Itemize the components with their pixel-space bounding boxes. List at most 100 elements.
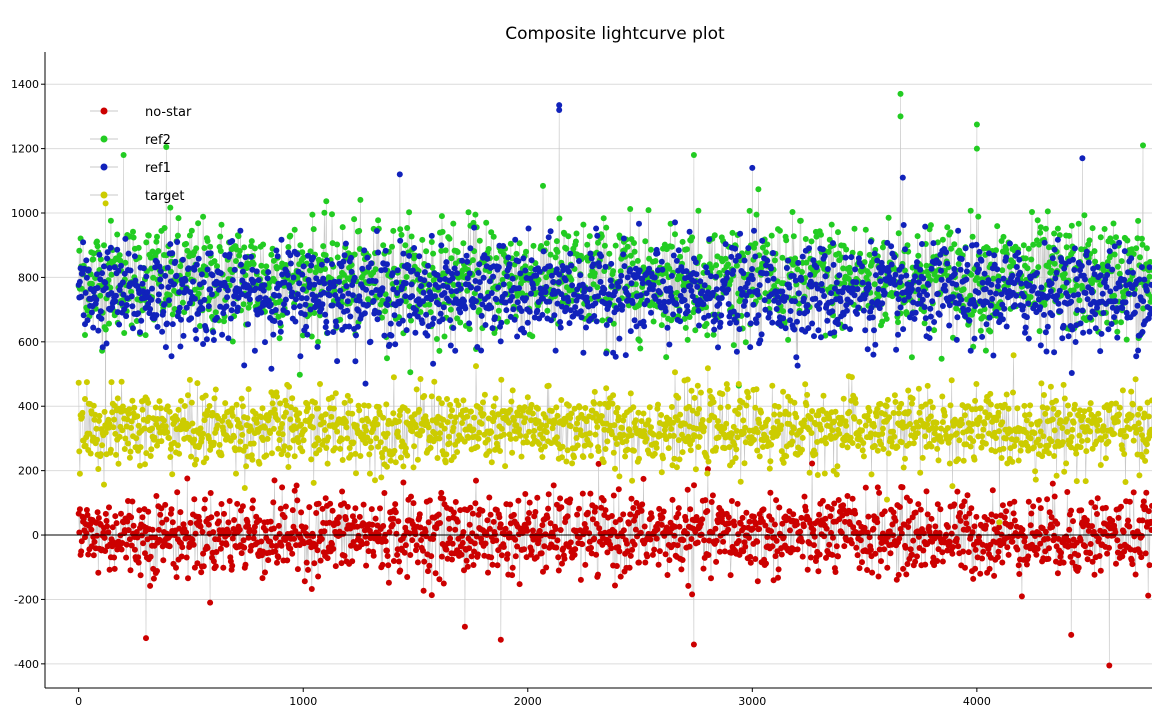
data-point-ref2 [568, 276, 575, 283]
data-point-ref2 [1120, 293, 1127, 300]
data-point-ref2 [1075, 220, 1082, 227]
data-point-ref1 [1134, 302, 1141, 309]
data-point-ref1 [565, 268, 572, 275]
data-point-ref2 [580, 221, 587, 228]
data-point-no-star [866, 534, 873, 541]
data-point-no-star [191, 496, 198, 503]
data-point-no-star [112, 513, 119, 520]
data-point-no-star [449, 556, 455, 563]
data-point-no-star [100, 529, 107, 536]
data-point-ref1 [641, 323, 648, 330]
data-point-ref1 [643, 290, 650, 297]
data-point-ref2 [563, 245, 570, 252]
data-point-no-star [133, 529, 140, 535]
data-point-no-star [272, 548, 279, 555]
data-point-ref1 [1125, 290, 1132, 297]
data-point-ref1 [770, 250, 776, 256]
data-point-ref2 [785, 336, 792, 343]
data-point-ref2 [914, 233, 921, 240]
data-point-ref2 [1107, 235, 1114, 242]
data-point-ref1 [416, 253, 423, 260]
data-point-ref1 [615, 283, 622, 290]
data-point-ref1 [639, 280, 646, 287]
data-point-ref1 [542, 289, 549, 296]
data-point-ref1 [131, 253, 138, 260]
data-point-no-star [816, 511, 823, 518]
data-point-ref1 [346, 323, 353, 330]
data-point-ref1 [870, 351, 877, 358]
data-point-no-star [522, 491, 529, 497]
data-point-ref1 [539, 311, 546, 318]
data-point-ref1 [1022, 324, 1029, 331]
data-point-ref1 [517, 270, 524, 277]
data-point-ref1 [915, 286, 922, 293]
data-point-ref1 [985, 277, 992, 284]
data-point-no-star [904, 561, 911, 567]
data-point-ref2 [530, 242, 537, 249]
data-point-ref2 [97, 292, 104, 299]
data-point-ref1 [804, 302, 811, 309]
data-point-ref1 [457, 309, 464, 316]
data-point-ref2 [666, 265, 673, 272]
data-point-no-star [892, 517, 899, 524]
data-point-ref1 [403, 327, 410, 334]
data-point-ref2 [661, 241, 668, 248]
data-point-no-star [214, 510, 220, 517]
data-point-ref1 [201, 296, 208, 303]
data-point-ref1 [79, 270, 86, 277]
data-point-ref1 [1111, 314, 1118, 321]
data-point-ref1 [424, 332, 431, 339]
data-point-ref1 [1057, 308, 1064, 315]
data-point-ref2 [931, 327, 938, 334]
data-point-ref2 [1000, 233, 1007, 240]
data-point-ref1 [816, 300, 823, 306]
data-point-ref2 [768, 232, 775, 239]
data-point-ref2 [652, 258, 659, 264]
data-point-ref2 [690, 152, 697, 158]
data-point-ref1 [155, 291, 162, 298]
data-point-ref1 [471, 224, 478, 231]
data-point-ref1 [1044, 323, 1051, 330]
data-point-ref1 [514, 299, 521, 306]
data-point-ref2 [495, 307, 502, 314]
data-point-ref2 [595, 239, 601, 246]
data-point-no-star [218, 501, 225, 507]
data-point-ref1 [370, 297, 377, 304]
data-point-no-star [629, 546, 636, 553]
data-point-ref2 [763, 249, 769, 256]
data-point-no-star [1058, 549, 1064, 556]
data-point-ref1 [888, 243, 895, 250]
data-point-ref1 [835, 321, 841, 327]
data-point-no-star [162, 501, 169, 508]
data-point-ref1 [822, 273, 829, 280]
data-point-ref1 [764, 277, 771, 284]
data-point-ref2 [406, 209, 413, 216]
data-point-ref2 [90, 256, 97, 263]
data-point-ref1 [157, 276, 164, 283]
data-point-ref1 [655, 267, 661, 274]
data-point-ref2 [167, 204, 174, 211]
data-point-ref1 [523, 295, 529, 302]
data-point-no-star [910, 537, 917, 544]
data-point-no-star [641, 523, 648, 530]
data-point-no-star [102, 510, 109, 517]
data-point-ref1 [590, 261, 597, 268]
data-point-ref1 [474, 344, 481, 350]
data-point-ref2 [540, 182, 546, 189]
data-point-no-star [727, 572, 734, 579]
data-point-no-star [608, 545, 615, 552]
data-point-no-star [713, 558, 720, 565]
data-point-ref2 [390, 227, 397, 234]
data-point-ref1 [1026, 282, 1033, 289]
data-point-no-star [934, 558, 941, 564]
data-point-ref2 [967, 292, 974, 299]
data-point-no-star [823, 554, 829, 561]
data-point-ref2 [201, 245, 208, 251]
data-point-ref2 [599, 317, 606, 324]
data-point-ref2 [780, 308, 787, 315]
data-point-no-star [708, 575, 714, 582]
data-point-ref1 [441, 290, 448, 296]
data-point-ref1 [1135, 347, 1142, 354]
data-point-no-star [737, 520, 744, 527]
data-point-ref1 [879, 300, 886, 307]
